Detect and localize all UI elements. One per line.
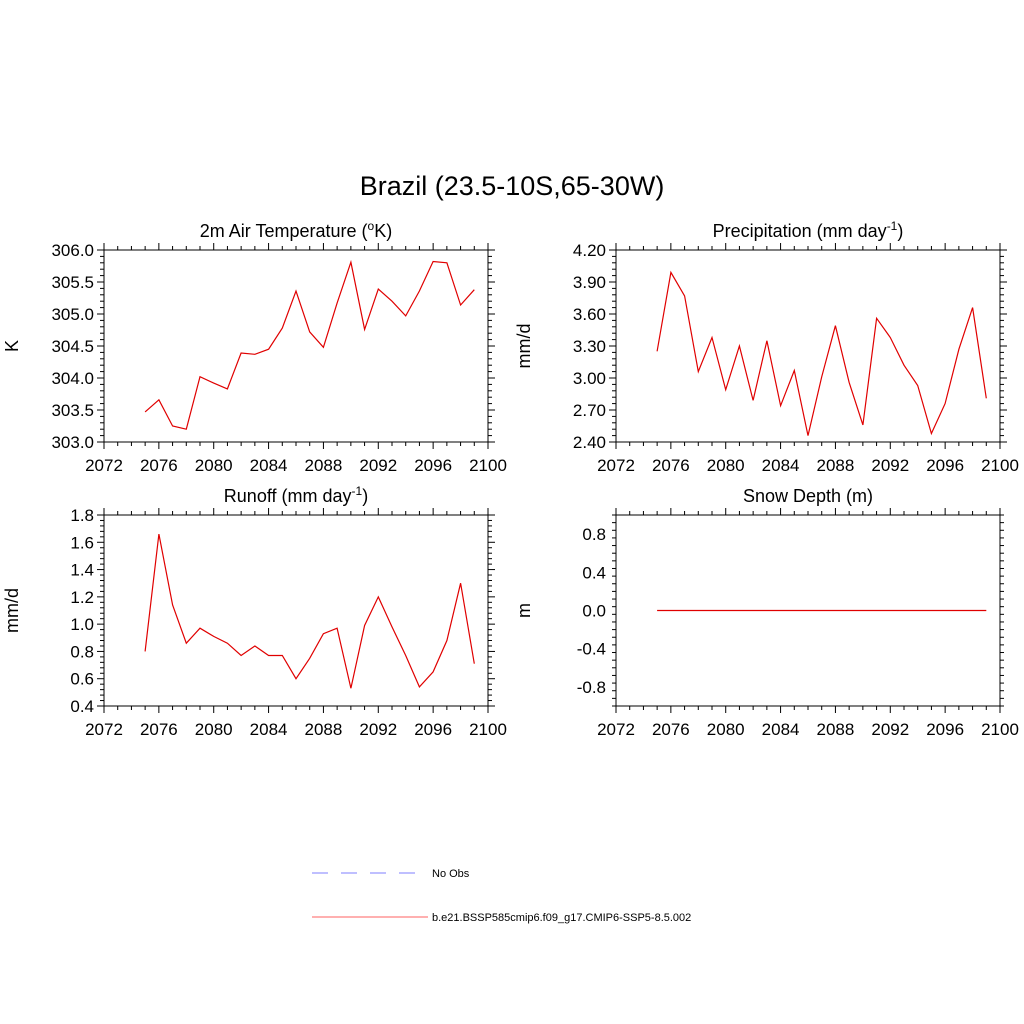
precipitation-plot-frame	[615, 249, 1001, 443]
runoff-title: Runoff (mm day-1)	[224, 484, 368, 506]
temperature-ytick-label: 306.0	[51, 241, 94, 260]
panel-snow-depth: 2072 2076 2080 2084 2088 2092 2096 2100 -0.8 -0.4…	[514, 486, 1019, 739]
snow-depth-xtick-label: 2100	[981, 720, 1019, 739]
precipitation-xtick-label: 2084	[762, 456, 800, 475]
snow-depth-ytick-label: 0.8	[582, 525, 606, 544]
temperature-title-tail: K)	[374, 221, 392, 241]
temperature-ytick-label: 303.5	[51, 401, 94, 420]
runoff-xtick-label: 2076	[140, 720, 178, 739]
temperature-series-line	[144, 259, 475, 430]
temperature-xtick-label: 2076	[140, 456, 178, 475]
temperature-title: 2m Air Temperature (oK)	[200, 219, 392, 241]
figure-title: Brazil (23.5-10S,65-30W)	[360, 171, 665, 201]
runoff-ytick-label: 0.4	[70, 697, 94, 716]
precipitation-xtick-label: 2096	[926, 456, 964, 475]
precipitation-xtick-label: 2100	[981, 456, 1019, 475]
runoff-xtick-label: 2088	[305, 720, 343, 739]
snow-depth-ytick-label: -0.4	[577, 640, 606, 659]
precipitation-series-line	[656, 270, 987, 436]
runoff-ytick-label: 1.8	[70, 506, 94, 525]
precipitation-ytick-label: 3.90	[573, 273, 606, 292]
temperature-ytick-label: 304.5	[51, 337, 94, 356]
precipitation-ytick-label: 2.70	[573, 401, 606, 420]
snow-depth-xtick-label: 2096	[926, 720, 964, 739]
temperature-title-main: 2m Air Temperature (	[200, 221, 368, 241]
temperature-xtick-label: 2100	[469, 456, 507, 475]
snow-depth-xtick-label: 2092	[871, 720, 909, 739]
runoff-ytick-label: 1.4	[70, 561, 94, 580]
snow-depth-xtick-label: 2084	[762, 720, 800, 739]
temperature-xtick-label: 2092	[359, 456, 397, 475]
runoff-xtick-label: 2092	[359, 720, 397, 739]
temperature-xtick-label: 2084	[250, 456, 288, 475]
panel-temperature: 2072 2076 2080 2084 2088 2092 2096 2100 303.0 303…	[2, 219, 507, 475]
precipitation-title-main: Precipitation (mm day	[713, 221, 887, 241]
snow-depth-xtick-label: 2076	[652, 720, 690, 739]
precipitation-ytick-label: 4.20	[573, 241, 606, 260]
runoff-ytick-label: 1.6	[70, 533, 94, 552]
temperature-plot-frame	[103, 249, 489, 443]
snow-depth-xtick-label: 2088	[817, 720, 855, 739]
precipitation-ylabel: mm/d	[514, 324, 534, 369]
legend: No Obs b.e21.BSSP585cmip6.f09_g17.CMIP6-…	[312, 868, 691, 924]
precipitation-ytick-label: 3.30	[573, 337, 606, 356]
snow-depth-xtick-label: 2080	[707, 720, 745, 739]
precipitation-ytick-label: 2.40	[573, 433, 606, 452]
runoff-xtick-label: 2072	[85, 720, 123, 739]
temperature-ytick-label: 303.0	[51, 433, 94, 452]
precipitation-title-superscript: -1	[887, 219, 898, 233]
temperature-xtick-label: 2096	[414, 456, 452, 475]
precipitation-xtick-label: 2076	[652, 456, 690, 475]
temperature-title-superscript: o	[368, 219, 375, 233]
precipitation-xtick-label: 2088	[817, 456, 855, 475]
runoff-plot-frame	[103, 514, 489, 707]
snow-depth-title: Snow Depth (m)	[743, 486, 873, 506]
runoff-xtick-label: 2100	[469, 720, 507, 739]
runoff-xtick-label: 2096	[414, 720, 452, 739]
precipitation-title: Precipitation (mm day-1)	[713, 219, 904, 241]
temperature-xtick-label: 2080	[195, 456, 233, 475]
precipitation-xtick-label: 2092	[871, 456, 909, 475]
legend-label-model-run: b.e21.BSSP585cmip6.f09_g17.CMIP6-SSP5-8.…	[432, 912, 691, 924]
snow-depth-xtick-label: 2072	[597, 720, 635, 739]
precipitation-xtick-label: 2072	[597, 456, 635, 475]
precipitation-ytick-label: 3.60	[573, 305, 606, 324]
temperature-ytick-label: 304.0	[51, 369, 94, 388]
panel-precipitation: 2072 2076 2080 2084 2088 2092 2096 2100 2.40 2.70…	[514, 219, 1019, 475]
precipitation-ytick-label: 3.00	[573, 369, 606, 388]
runoff-xtick-label: 2080	[195, 720, 233, 739]
snow-depth-ytick-label: 0.0	[582, 602, 606, 621]
snow-depth-ylabel: m	[514, 603, 534, 618]
runoff-ylabel: mm/d	[2, 588, 22, 633]
temperature-ytick-label: 305.0	[51, 305, 94, 324]
runoff-series-line	[144, 533, 475, 689]
temperature-xtick-label: 2072	[85, 456, 123, 475]
snow-depth-ytick-label: -0.8	[577, 678, 606, 697]
runoff-xtick-label: 2084	[250, 720, 288, 739]
legend-label-no-obs: No Obs	[432, 868, 470, 880]
precipitation-xtick-label: 2080	[707, 456, 745, 475]
runoff-ytick-label: 1.2	[70, 588, 94, 607]
temperature-ylabel: K	[2, 340, 22, 352]
temperature-xtick-label: 2088	[305, 456, 343, 475]
runoff-title-tail: )	[362, 486, 368, 506]
snow-depth-title-main: Snow Depth (m)	[743, 486, 873, 506]
runoff-ytick-label: 0.6	[70, 670, 94, 689]
runoff-title-main: Runoff (mm day	[224, 486, 352, 506]
precipitation-title-tail: )	[897, 221, 903, 241]
panel-runoff: 2072 2076 2080 2084 2088 2092 2096 2100 0.4 0.6 0.…	[2, 484, 507, 739]
temperature-ytick-label: 305.5	[51, 273, 94, 292]
snow-depth-ytick-label: 0.4	[582, 563, 606, 582]
runoff-title-superscript: -1	[352, 484, 363, 498]
runoff-ytick-label: 1.0	[70, 615, 94, 634]
runoff-ytick-label: 0.8	[70, 642, 94, 661]
